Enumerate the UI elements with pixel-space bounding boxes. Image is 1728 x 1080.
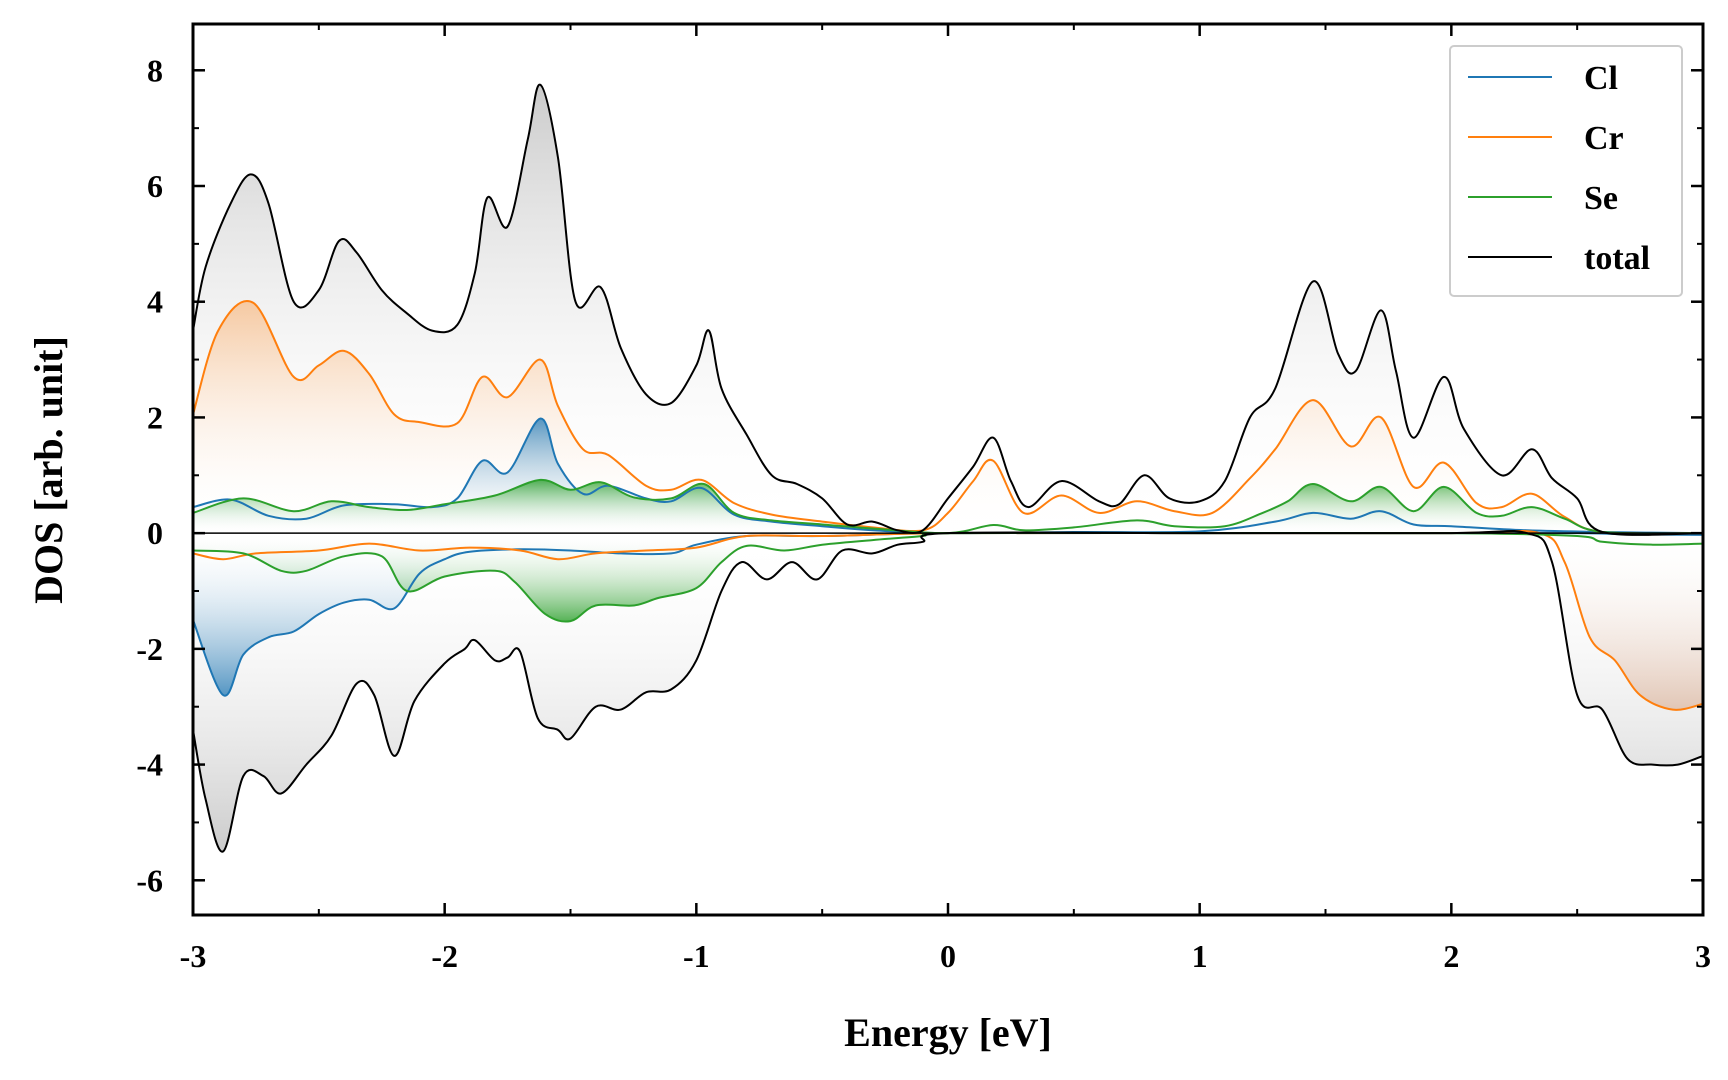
y-tick-label: 8 (147, 52, 163, 88)
line-Cl-up (193, 417, 1703, 535)
area-fills (193, 84, 1703, 852)
x-tick-label: 3 (1695, 938, 1711, 974)
line-total-down (193, 529, 1703, 853)
line-Cr-down (193, 529, 1703, 711)
y-tick-label: -6 (136, 862, 163, 898)
y-tick-label: 2 (147, 399, 163, 435)
x-axis-title: Energy [eV] (844, 1010, 1052, 1055)
fill-Se-up (193, 479, 1703, 534)
line-total-up (193, 83, 1703, 536)
x-tick-label: -3 (180, 938, 207, 974)
x-tick-label: -2 (431, 938, 458, 974)
line-Se-up (193, 478, 1703, 535)
y-tick-label: 0 (147, 515, 163, 551)
x-tick-label: 1 (1192, 938, 1208, 974)
y-tick-label: 6 (147, 168, 163, 204)
legend-label-Cl: Cl (1584, 60, 1618, 97)
legend-label-Se: Se (1584, 180, 1618, 217)
legend-box (1449, 45, 1683, 297)
axis-ticks: -3 -2 -1 0 1 2 3 -6 -4 -2 0 2 4 6 8 (136, 24, 1711, 974)
legend-label-total: total (1584, 240, 1650, 277)
y-tick-label: -4 (136, 747, 163, 783)
fill-Cr-up (193, 300, 1703, 534)
y-axis-title: DOS [arb. unit] (26, 336, 71, 604)
x-tick-label: 2 (1443, 938, 1459, 974)
legend-label-Cr: Cr (1584, 120, 1624, 157)
y-tick-label: 4 (147, 284, 163, 320)
x-tick-label: -1 (683, 938, 710, 974)
y-tick-label: -2 (136, 631, 163, 667)
x-tick-label: 0 (940, 938, 956, 974)
legend: Cl Cr Se total (1449, 45, 1683, 297)
fill-Se-down (193, 532, 1703, 622)
